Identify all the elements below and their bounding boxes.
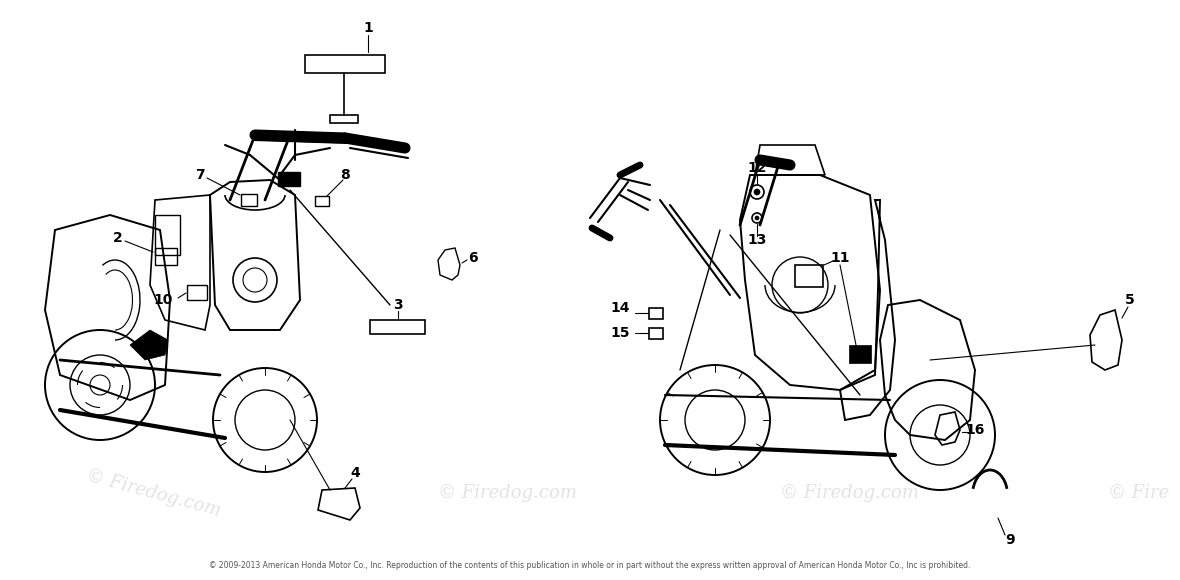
Text: 8: 8 — [340, 168, 350, 182]
Bar — [155, 215, 181, 255]
Text: 1: 1 — [363, 21, 373, 35]
Text: © Firedog.com: © Firedog.com — [438, 484, 577, 502]
Text: 7: 7 — [195, 168, 205, 182]
Text: 4: 4 — [350, 466, 360, 480]
Text: 6: 6 — [468, 251, 478, 265]
Text: © Firedog.com: © Firedog.com — [84, 466, 223, 520]
Text: 12: 12 — [747, 161, 767, 175]
Bar — [848, 345, 871, 363]
Text: © Firedog.com: © Firedog.com — [780, 484, 919, 502]
Text: 2: 2 — [113, 231, 123, 245]
Text: 13: 13 — [747, 233, 767, 247]
Text: 9: 9 — [1005, 533, 1015, 547]
Circle shape — [755, 216, 759, 220]
Bar — [330, 115, 358, 123]
Bar — [155, 248, 177, 265]
Text: 16: 16 — [965, 423, 984, 437]
Bar — [278, 172, 300, 186]
Bar — [241, 194, 257, 206]
Bar — [649, 308, 663, 319]
Bar — [315, 196, 329, 206]
Text: 15: 15 — [610, 326, 630, 340]
Bar — [371, 320, 425, 334]
Text: © Fire: © Fire — [1108, 484, 1169, 502]
Polygon shape — [130, 330, 168, 360]
Bar — [186, 285, 206, 300]
Text: 14: 14 — [610, 301, 630, 315]
Text: 5: 5 — [1125, 293, 1135, 307]
Text: © 2009-2013 American Honda Motor Co., Inc. Reproduction of the contents of this : © 2009-2013 American Honda Motor Co., In… — [209, 561, 971, 571]
Bar — [795, 265, 822, 287]
Bar — [649, 328, 663, 339]
Text: 3: 3 — [393, 298, 402, 312]
Bar — [304, 55, 385, 73]
Circle shape — [754, 189, 760, 195]
Text: 11: 11 — [831, 251, 850, 265]
Text: 10: 10 — [153, 293, 172, 307]
